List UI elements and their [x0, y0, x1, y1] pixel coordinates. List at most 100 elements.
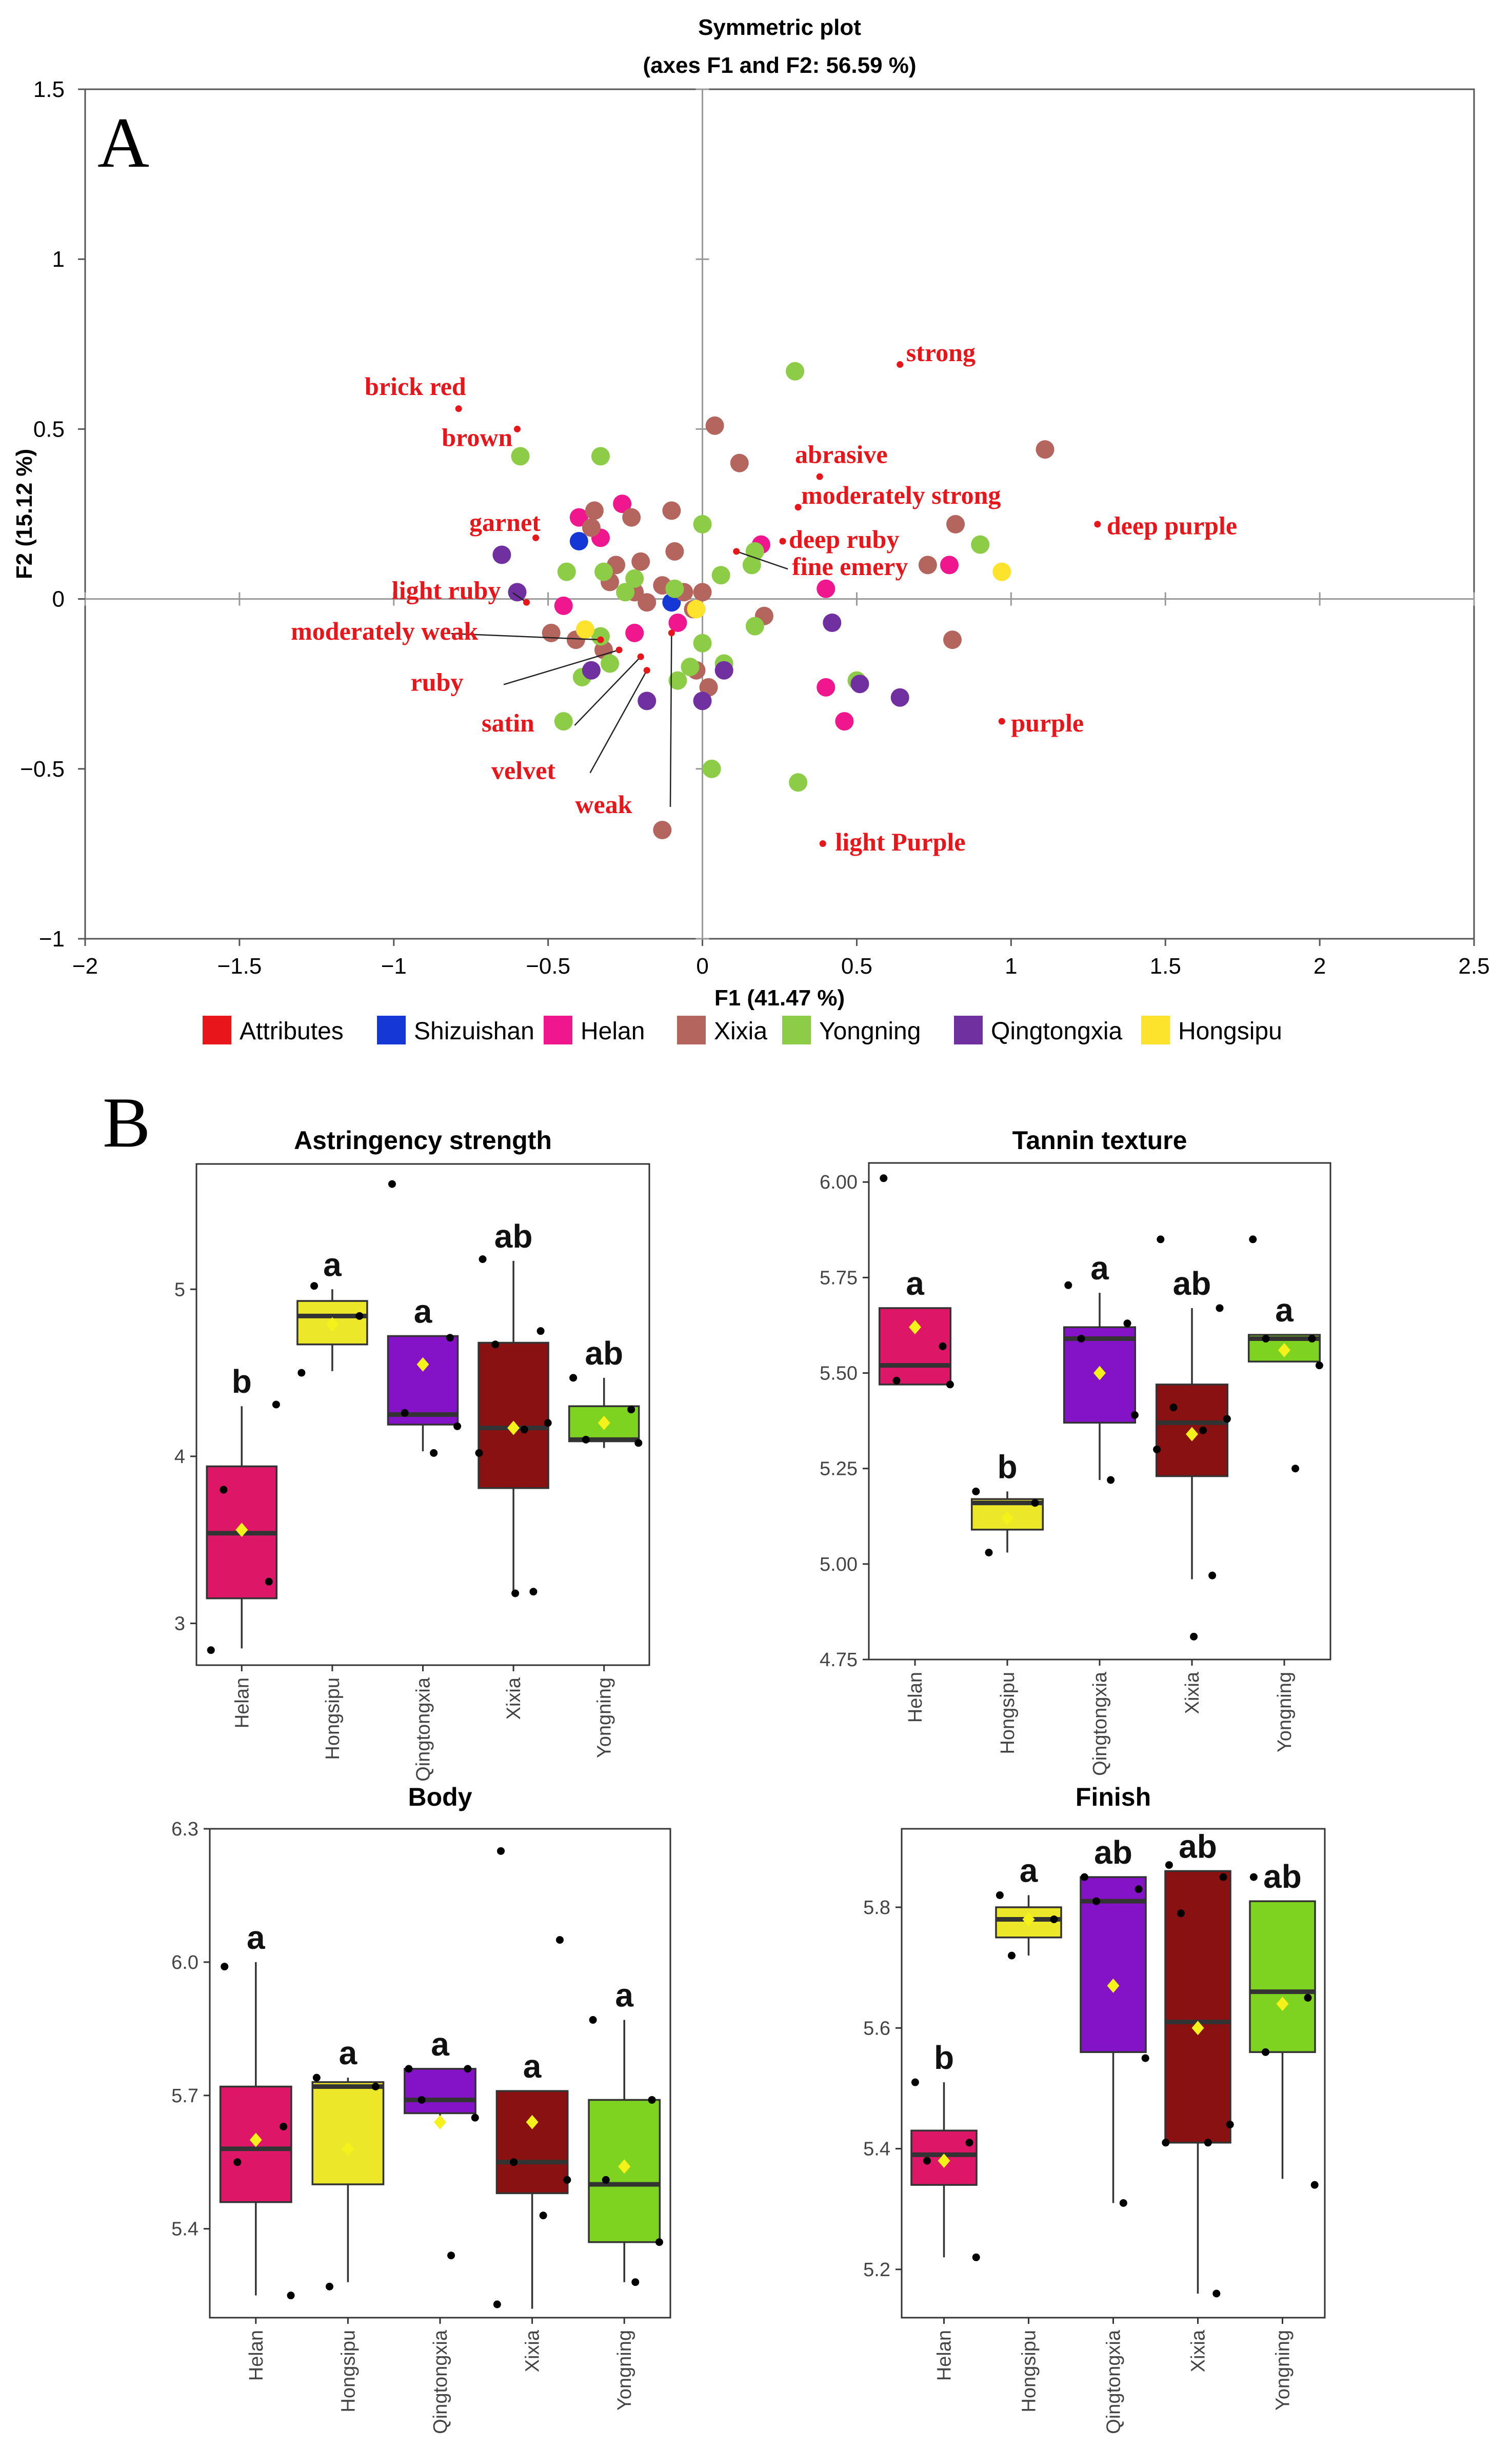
significance-letter: a [1090, 1250, 1109, 1287]
attribute-label: satin [482, 708, 534, 737]
significance-letter: b [934, 2039, 954, 2076]
mean-marker [1107, 1978, 1120, 1993]
data-point [1199, 1426, 1207, 1434]
legend-label: Xixia [714, 1018, 767, 1045]
data-point [417, 2096, 426, 2104]
y-tick-label: 3 [174, 1613, 185, 1635]
data-point [1208, 1571, 1217, 1579]
y-tick-label: 5.75 [820, 1267, 858, 1289]
data-point [388, 1180, 396, 1188]
x-tick-label: 0 [696, 954, 708, 979]
data-point [972, 1487, 980, 1495]
legend-swatch-qingtongxia [954, 1016, 983, 1044]
y-tick-label: 1 [52, 247, 65, 272]
x-tick-label: Qingtongxia [1089, 1671, 1111, 1776]
attribute-label: moderately strong [801, 481, 1001, 509]
scatter-point-xixia [730, 453, 749, 472]
data-point [589, 2016, 597, 2024]
attribute-point [615, 646, 623, 654]
attribute-label: brick red [365, 372, 466, 401]
data-point [1092, 1897, 1100, 1905]
mean-marker [507, 1420, 520, 1435]
box-plot-title: Finish [1076, 1783, 1151, 1811]
mean-marker [434, 2115, 446, 2129]
data-point [1141, 2054, 1149, 2062]
data-point [1162, 2139, 1170, 2147]
data-point [1219, 1873, 1227, 1881]
data-point [1153, 1445, 1161, 1453]
attribute-label: velvet [491, 756, 555, 785]
y-tick-label: −1 [39, 926, 65, 952]
mean-marker [249, 2132, 262, 2147]
data-point [1204, 2139, 1212, 2147]
significance-letter: b [232, 1363, 252, 1400]
attribute-leader-line [736, 550, 788, 570]
scatter-point-xixia [705, 416, 724, 435]
attribute-label: abrasive [795, 440, 888, 469]
scatter-point-yongning [693, 634, 712, 653]
scatter-point-yongning [601, 654, 620, 673]
y-tick-label: 5.25 [820, 1458, 858, 1480]
scatter-point-helan [817, 579, 835, 598]
data-point [447, 2252, 455, 2260]
scatter-point-yongning [625, 569, 644, 588]
attribute-label: ruby [411, 667, 464, 696]
mean-marker [938, 2154, 950, 2168]
y-tick-label: 1.5 [33, 77, 65, 102]
attribute-leader-line [574, 656, 642, 726]
x-tick-label: Hongsipu [322, 1677, 344, 1760]
data-point [985, 1549, 993, 1557]
x-tick-label: 1.5 [1150, 954, 1181, 979]
box-xixia [478, 1341, 549, 1489]
legend-label: Hongsipu [1178, 1018, 1282, 1045]
y-tick-label: 0.5 [33, 417, 65, 442]
data-point [464, 2065, 472, 2073]
data-point [1249, 1235, 1257, 1243]
data-point [287, 2292, 295, 2300]
scatter-point-yongning [591, 627, 610, 646]
box-qingtongxia [1080, 1876, 1147, 2053]
mean-marker [1276, 1997, 1289, 2011]
x-tick-label: Helan [905, 1672, 926, 1723]
scatter-point-xixia [1036, 440, 1055, 459]
scatter-point-yongning [971, 535, 990, 554]
data-point [965, 2139, 973, 2147]
scatter-point-xixia [582, 518, 601, 537]
attribute-label: strong [906, 338, 976, 367]
data-point [1169, 1404, 1178, 1412]
mean-marker [1001, 1511, 1013, 1526]
scatter-point-yongning [742, 556, 761, 575]
data-point [1190, 1632, 1198, 1641]
significance-letter: ab [1263, 1858, 1302, 1895]
scatter-point-hongsipu [575, 620, 594, 639]
mean-marker [909, 1320, 921, 1335]
data-point [569, 1374, 578, 1382]
x-tick-label: Hongsipu [1019, 2330, 1040, 2413]
data-point [1077, 1335, 1085, 1343]
x-tick-label: Xixia [503, 1677, 525, 1720]
attribute-leader-line [503, 649, 620, 685]
significance-letter: b [997, 1448, 1017, 1485]
scatter-point-xixia [943, 630, 962, 649]
y-tick-label: 6.0 [171, 1952, 198, 1973]
chart-subtitle: (axes F1 and F2: 56.59 %) [643, 53, 916, 78]
attribute-label: moderately weak [291, 617, 478, 645]
scatter-point-qingtongxia [693, 692, 712, 710]
data-point [555, 1936, 564, 1944]
y-axis-label: F2 (15.12 %) [12, 449, 37, 579]
scatter-point-qingtongxia [508, 583, 527, 602]
data-point [634, 1439, 643, 1447]
attribute-point [513, 425, 521, 432]
scatter-point-helan [613, 495, 632, 514]
data-point [325, 2282, 333, 2290]
y-tick-label: −0.5 [20, 757, 65, 782]
data-point [1050, 1915, 1058, 1923]
x-tick-label: Helan [246, 2330, 267, 2381]
significance-letter: ab [494, 1218, 533, 1255]
data-point [1310, 2181, 1319, 2189]
data-point [529, 1588, 538, 1596]
scatter-point-helan [625, 623, 644, 642]
x-tick-label: Qingtongxia [1103, 2329, 1125, 2434]
scatter-point-helan [835, 712, 854, 731]
